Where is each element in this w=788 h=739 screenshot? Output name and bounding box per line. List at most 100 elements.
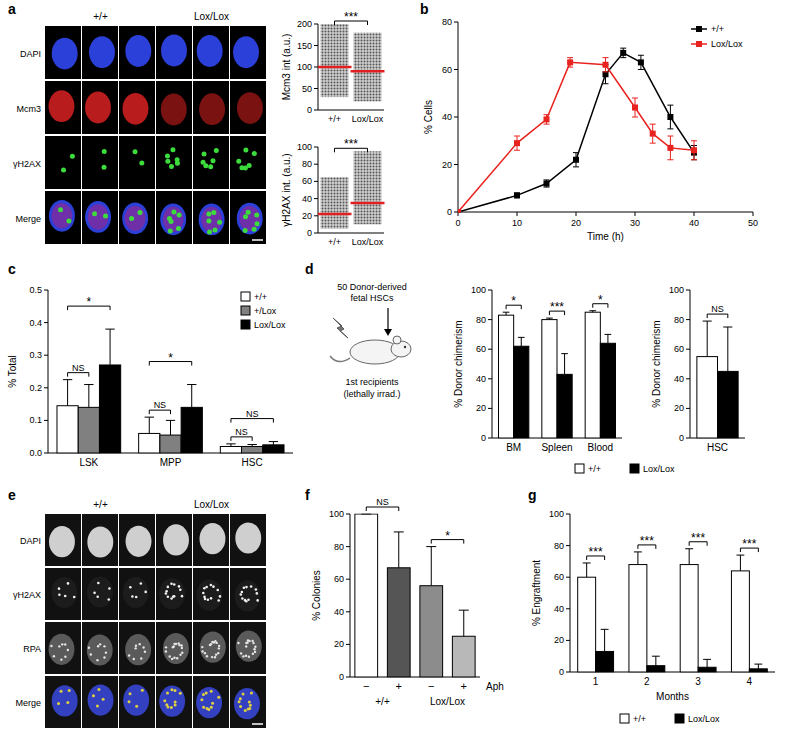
micrograph <box>156 514 192 566</box>
focus <box>205 692 208 695</box>
focus <box>131 595 134 598</box>
error-bar <box>105 329 114 365</box>
y-tick <box>314 164 318 165</box>
x-tick-label: BM <box>506 442 521 453</box>
y-axis-label: % Donor chimerism <box>453 320 464 407</box>
focus <box>206 219 211 224</box>
plot-area <box>578 549 768 672</box>
bar <box>242 446 263 453</box>
legend-label: +/+ <box>711 24 724 34</box>
x-tick-label: Lox/Lox <box>352 237 384 247</box>
x-tick-label: Lox/Lox <box>352 114 384 124</box>
x-tick-label: 30 <box>630 218 640 228</box>
overlay <box>239 206 260 231</box>
legend-swatch <box>630 464 639 473</box>
error-bar <box>723 327 732 371</box>
micrograph <box>45 191 81 244</box>
x-tick-label: − <box>363 680 369 692</box>
focus <box>173 595 176 598</box>
y-tick-label: 0.1 <box>29 415 42 425</box>
micrograph <box>45 81 81 134</box>
focus <box>178 644 180 646</box>
micrograph <box>230 81 266 134</box>
micrograph <box>230 676 266 728</box>
focus <box>165 650 167 652</box>
bar <box>680 565 698 672</box>
significance-label: * <box>168 351 173 365</box>
focus <box>246 641 248 643</box>
focus <box>179 589 182 592</box>
significance-label: NS <box>72 363 85 373</box>
x-tick-label: + <box>461 680 467 692</box>
y-tick <box>346 644 350 645</box>
y-tick-label: 60 <box>476 344 486 354</box>
focus <box>174 689 177 692</box>
focus <box>175 161 180 166</box>
error-bar <box>691 141 697 160</box>
focus <box>60 690 63 693</box>
significance-label: *** <box>742 537 756 551</box>
significance-bracket <box>68 373 89 377</box>
y-tick-label: 0.4 <box>29 318 42 328</box>
y-tick <box>686 378 690 379</box>
focus <box>108 587 111 590</box>
micrograph <box>45 514 81 566</box>
focus <box>133 149 138 154</box>
focus <box>105 651 107 653</box>
focus <box>107 598 110 601</box>
micrograph <box>156 622 192 674</box>
focus <box>58 594 61 597</box>
y-tick-label: 100 <box>669 285 684 295</box>
x-tick <box>635 212 636 216</box>
focus <box>173 583 176 586</box>
y-tick-label: 40 <box>334 607 344 617</box>
focus <box>218 647 220 649</box>
y-tick-label: 100 <box>297 142 312 152</box>
focus <box>97 688 100 691</box>
focus <box>67 649 69 651</box>
bar <box>452 636 475 677</box>
micrograph <box>156 676 192 728</box>
nucleus <box>52 685 78 716</box>
bar <box>697 357 718 438</box>
y-tick-label: 40 <box>476 374 486 384</box>
mouse-head <box>391 341 411 357</box>
focus <box>217 696 220 699</box>
bar <box>263 445 284 453</box>
micrograph <box>45 136 81 189</box>
focus <box>180 644 182 646</box>
point <box>691 147 697 153</box>
focus <box>181 647 183 649</box>
focus <box>219 595 222 598</box>
error-bar <box>583 563 591 577</box>
y-axis-label: % Colonies <box>311 570 322 621</box>
y-tick-label: 80 <box>442 17 452 27</box>
nucleus <box>125 35 151 67</box>
focus <box>163 699 166 702</box>
panel-label: g <box>528 487 537 503</box>
x-tick-label: 40 <box>689 218 699 228</box>
y-tick-label: 60 <box>674 344 684 354</box>
nucleus <box>89 36 115 68</box>
focus <box>70 154 75 159</box>
y-tick <box>488 349 492 350</box>
y-tick-label: 40 <box>554 604 564 614</box>
y-tick-label: 0 <box>307 105 312 115</box>
focus <box>211 210 216 215</box>
micrograph <box>45 568 81 620</box>
point <box>667 145 673 151</box>
y-tick <box>44 453 48 454</box>
schematic-text: (lethally irrad.) <box>343 389 400 399</box>
error-bar <box>652 656 660 665</box>
focus <box>244 709 247 712</box>
error-bar <box>685 549 693 565</box>
focus <box>174 701 177 704</box>
schematic-text: 1st recipients <box>345 377 399 387</box>
micrograph <box>119 81 155 134</box>
focus <box>129 692 132 695</box>
nucleus <box>161 35 187 67</box>
focus <box>202 693 205 696</box>
focus <box>139 643 141 645</box>
micrograph <box>45 26 81 79</box>
focus <box>211 656 213 658</box>
